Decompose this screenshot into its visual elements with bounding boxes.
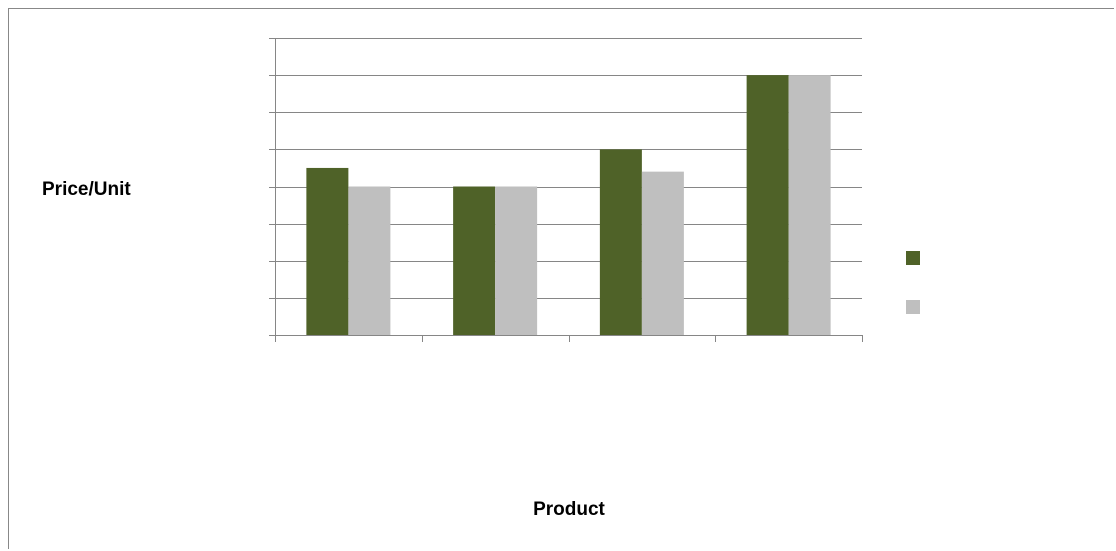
axes: [269, 38, 863, 342]
legend-swatch-series-2: [906, 300, 920, 314]
bar-series-1-cat-4: [746, 75, 789, 335]
bars: [306, 75, 831, 335]
bar-series-2-cat-1: [348, 186, 391, 335]
legend-swatch-series-1: [906, 251, 920, 265]
y-axis-title: Price/Unit: [42, 179, 131, 200]
bar-series-1-cat-3: [599, 149, 642, 335]
bar-series-2-cat-2: [495, 186, 538, 335]
bar-chart: Price/Unit Product: [42, 38, 920, 520]
bar-series-1-cat-2: [453, 186, 496, 335]
x-axis-title: Product: [533, 499, 605, 520]
legend: [906, 251, 920, 314]
bar-series-2-cat-3: [641, 171, 684, 335]
bar-series-1-cat-1: [306, 167, 349, 335]
chart-frame: Price/Unit Product: [8, 8, 1114, 549]
bar-series-2-cat-4: [788, 75, 831, 335]
